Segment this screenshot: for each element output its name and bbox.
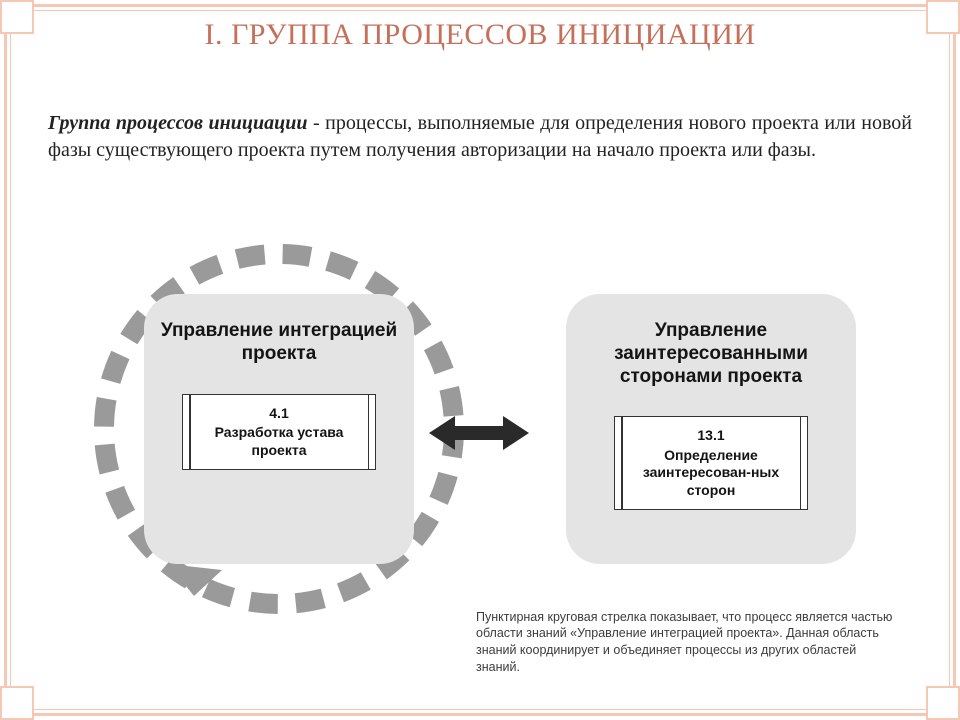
- right-sub-code: 13.1: [621, 427, 801, 445]
- left-node-title: Управление интеграцией проекта: [160, 320, 398, 366]
- description-paragraph: Группа процессов инициации - процессы, в…: [48, 110, 912, 164]
- left-sub-box: 4.1 Разработка устава проекта: [182, 394, 376, 471]
- right-sub-label: 13.1 Определение заинтересован-ных сторо…: [621, 427, 801, 499]
- footnote-text: Пунктирная круговая стрелка показывает, …: [476, 609, 896, 677]
- left-sub-label: 4.1 Разработка устава проекта: [189, 405, 369, 460]
- description-lead: Группа процессов инициации: [48, 112, 307, 134]
- right-node-title: Управление заинтересованными сторонами п…: [582, 320, 840, 388]
- right-sub-box: 13.1 Определение заинтересован-ных сторо…: [614, 416, 808, 510]
- left-sub-code: 4.1: [189, 405, 369, 423]
- left-process-node: Управление интеграцией проекта 4.1 Разра…: [144, 294, 414, 564]
- right-process-node: Управление заинтересованными сторонами п…: [566, 294, 856, 564]
- right-sub-text: Определение заинтересован-ных сторон: [643, 447, 779, 498]
- page-title: I. ГРУППА ПРОЦЕССОВ ИНИЦИАЦИИ: [0, 18, 960, 53]
- diagram-area: Управление интеграцией проекта 4.1 Разра…: [24, 208, 936, 700]
- left-sub-text: Разработка устава проекта: [215, 424, 344, 458]
- double-arrow-icon: [429, 412, 529, 454]
